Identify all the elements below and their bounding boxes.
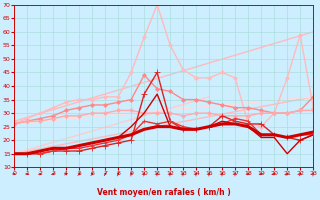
X-axis label: Vent moyen/en rafales ( km/h ): Vent moyen/en rafales ( km/h )	[97, 188, 230, 197]
